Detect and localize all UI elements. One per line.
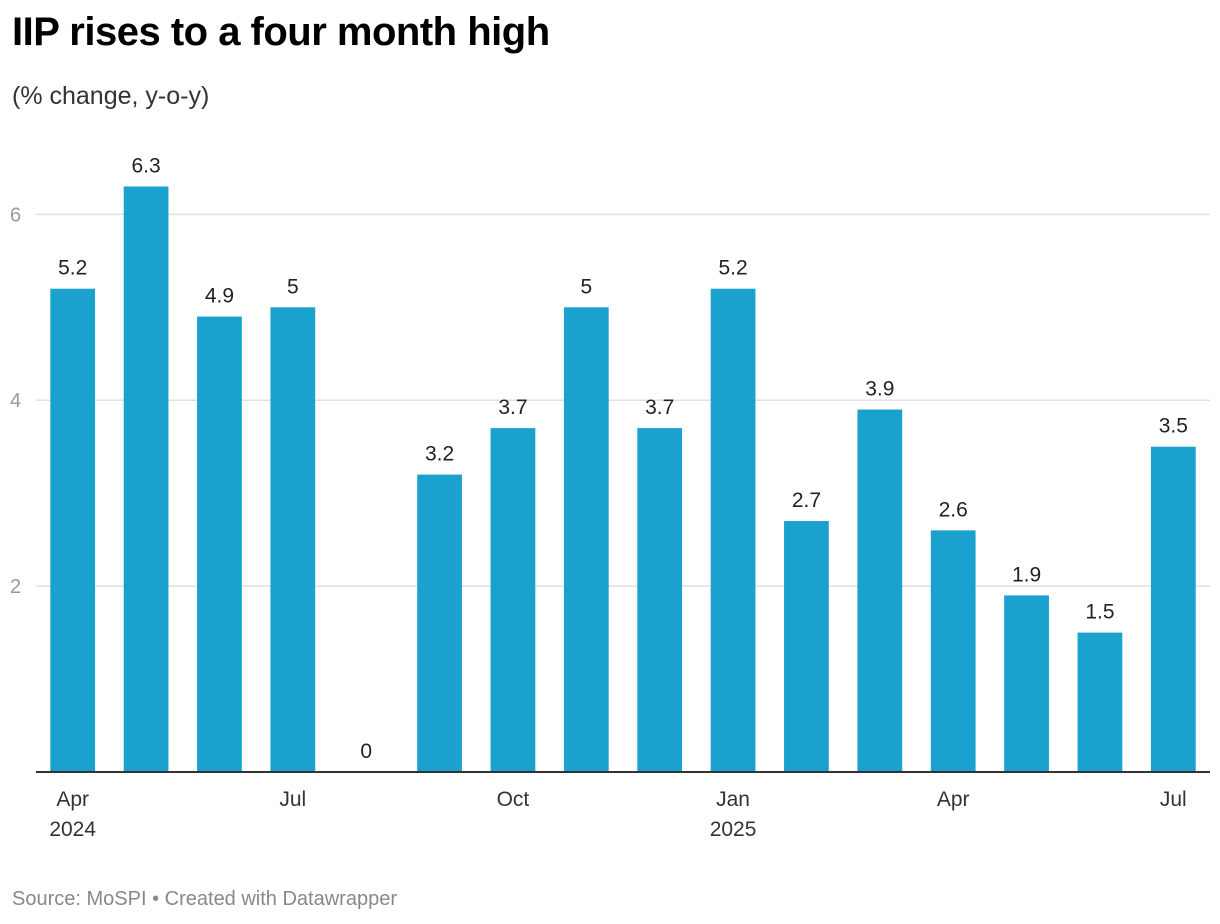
separator: • — [152, 888, 160, 910]
x-tick-label: 2025 — [710, 818, 757, 841]
value-label: 4.9 — [205, 285, 234, 308]
y-tick-label: 6 — [10, 204, 21, 226]
value-label: 5 — [287, 275, 299, 298]
bar — [857, 409, 903, 772]
value-label: 5.2 — [58, 257, 87, 280]
bar — [1077, 632, 1123, 772]
x-axis-ticks: Apr 2024 Jul Oct Jan 2025 Apr Jul — [49, 788, 1186, 841]
x-tick-label: Apr — [56, 788, 89, 811]
bar — [930, 530, 976, 772]
bar-chart: 5.2 6.3 4.9 5 0 3.2 3.7 5 3.7 5.2 2.7 3.9 2.6 1.9 1.5 3… — [10, 154, 1210, 841]
bar — [1150, 446, 1196, 772]
bar — [637, 428, 683, 772]
bar — [490, 428, 536, 772]
value-label: 3.2 — [425, 443, 454, 466]
value-label: 3.9 — [865, 378, 894, 401]
value-label: 5.2 — [718, 257, 747, 280]
bar — [417, 474, 462, 772]
y-tick-label: 4 — [10, 390, 21, 412]
x-tick-label: Jan — [716, 788, 750, 811]
value-label: 3.5 — [1159, 415, 1188, 438]
bar — [563, 307, 609, 772]
chart-title: IIP rises to a four month high — [12, 10, 550, 54]
value-label: 3.7 — [498, 396, 527, 419]
y-axis-ticks: 2 4 6 — [10, 204, 21, 598]
value-label: 2.7 — [792, 489, 821, 512]
bar — [50, 288, 96, 772]
x-tick-label: Jul — [279, 788, 306, 811]
bar — [784, 521, 829, 772]
bar — [270, 307, 316, 772]
bar — [197, 316, 242, 772]
value-label: 2.6 — [939, 498, 968, 521]
value-label: 6.3 — [131, 154, 160, 177]
bars — [50, 186, 1196, 772]
value-label: 1.5 — [1085, 601, 1114, 624]
footer: Source: MoSPI • Created with Datawrapper — [12, 888, 397, 911]
value-labels: 5.2 6.3 4.9 5 0 3.2 3.7 5 3.7 5.2 2.7 3.9 2.6 1.9 1.5 3… — [58, 154, 1188, 763]
value-label: 1.9 — [1012, 563, 1041, 586]
x-tick-label: 2024 — [49, 818, 96, 841]
x-tick-label: Oct — [497, 788, 530, 811]
bar — [123, 186, 169, 772]
x-tick-label: Jul — [1160, 788, 1187, 811]
y-tick-label: 2 — [10, 576, 21, 598]
value-label: 3.7 — [645, 396, 674, 419]
bar — [710, 288, 756, 772]
chart-subtitle: (% change, y-o-y) — [12, 82, 210, 110]
value-label: 0 — [360, 740, 372, 763]
value-label: 5 — [580, 275, 592, 298]
source-text: Source: MoSPI — [12, 888, 147, 910]
bar — [1004, 595, 1049, 772]
credit-text: Created with Datawrapper — [164, 888, 397, 910]
x-tick-label: Apr — [937, 788, 970, 811]
